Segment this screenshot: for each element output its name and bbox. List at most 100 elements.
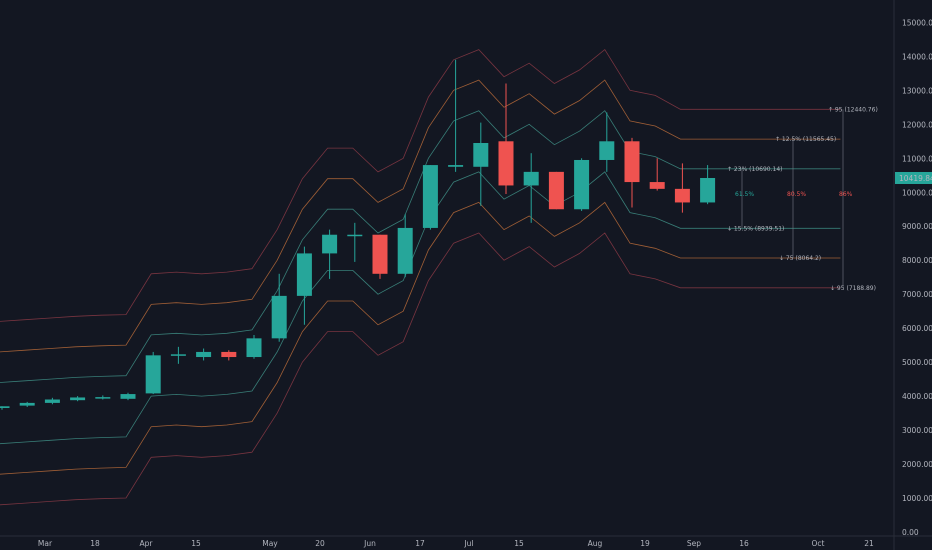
candle-body	[624, 141, 640, 183]
projection-label-upper-87-5: ↑ 12.5% (11565.45)	[775, 136, 836, 143]
projection-label-lower-87-5: ↓ 75 (8064.2)	[779, 255, 821, 262]
price-tick-label: 9000.00	[902, 222, 932, 231]
price-axis: 0.00 1000.00 2000.00 3000.00 4000.00 5000.00 6…	[893, 0, 932, 550]
time-tick-label: 20	[315, 539, 325, 548]
candle[interactable]	[19, 401, 35, 407]
band-lower-2	[0, 201, 841, 475]
time-axis: Mar 18 Apr 15 May 20 Jun 17 Jul 15 Aug 19 Sep 16 Oct 21	[0, 535, 932, 548]
candle[interactable]	[422, 165, 438, 230]
price-tick-label: 1000.00	[902, 494, 932, 503]
candle[interactable]	[0, 406, 10, 410]
candle-body	[422, 165, 438, 228]
time-tick-label: 15	[191, 539, 201, 548]
time-tick-label: Mar	[38, 539, 53, 548]
time-tick-label: May	[262, 539, 278, 548]
candle-body	[221, 351, 237, 358]
candle[interactable]	[574, 158, 590, 211]
band-lines	[0, 49, 841, 506]
candle-body	[145, 355, 161, 394]
candle[interactable]	[397, 214, 413, 278]
price-tick-label: 8000.00	[902, 256, 932, 265]
candle[interactable]	[145, 351, 161, 395]
band-upper-2	[0, 79, 841, 353]
candle-body	[170, 354, 186, 356]
candle[interactable]	[473, 122, 489, 206]
candle-body	[397, 227, 413, 274]
candle[interactable]	[649, 158, 665, 191]
probability-label-pct-86: 86%	[839, 191, 853, 198]
price-tick-label: 14000.00	[902, 52, 932, 61]
candle-body	[523, 171, 539, 186]
candle[interactable]	[120, 392, 136, 401]
time-tick-label: 15	[514, 539, 524, 548]
probability-label-pct-80-5: 80.5%	[787, 191, 806, 198]
price-tick-label: 13000.00	[902, 86, 932, 95]
band-upper-1	[0, 110, 841, 383]
candle-body	[296, 253, 312, 296]
projection-label-upper-77: ↑ 23% (10690.14)	[727, 166, 783, 173]
candle[interactable]	[296, 246, 312, 325]
candle[interactable]	[700, 165, 716, 205]
candle[interactable]	[70, 396, 86, 402]
candle[interactable]	[95, 395, 111, 400]
candle[interactable]	[372, 234, 388, 279]
price-tick-label: 15000.00	[902, 18, 932, 27]
price-tick-label: 10000.00	[902, 188, 932, 197]
candle[interactable]	[548, 171, 564, 210]
candle-body	[347, 234, 363, 237]
current-price-label: 10419.84	[899, 174, 932, 183]
candle[interactable]	[674, 163, 690, 213]
time-tick-label: 16	[739, 539, 749, 548]
projection-label-upper-95: ↑ 95 (12440.76)	[828, 106, 878, 113]
time-tick-label: 21	[864, 539, 874, 548]
time-tick-label: Oct	[812, 539, 825, 548]
price-tick-label: 11000.00	[902, 154, 932, 163]
band-upper-3	[0, 49, 841, 322]
candle[interactable]	[599, 112, 615, 172]
candle-body	[271, 295, 287, 339]
projection-annotations: ↑ 95 (12440.76) ↑ 12.5% (11565.45) ↑ 23% (…	[727, 106, 878, 291]
candle-body	[120, 394, 136, 399]
price-tick-label: 0.00	[902, 528, 919, 537]
price-tick-label: 5000.00	[902, 358, 932, 367]
time-tick-label: Apr	[140, 539, 154, 548]
candle[interactable]	[523, 153, 539, 223]
time-tick-label: Jul	[463, 539, 473, 548]
candle[interactable]	[170, 346, 186, 364]
candle[interactable]	[271, 273, 287, 342]
candle-body	[322, 234, 338, 254]
band-lower-3	[0, 232, 841, 506]
projection-label-lower-77: ↓ 15.5% (8939.51)	[727, 225, 784, 232]
price-tick-label: 2000.00	[902, 460, 932, 469]
candle[interactable]	[44, 397, 60, 405]
candle[interactable]	[246, 334, 262, 359]
time-tick-label: Sep	[687, 539, 701, 548]
projection-label-lower-95: ↓ 95 (7188.89)	[830, 285, 876, 292]
price-tick-label: 3000.00	[902, 426, 932, 435]
candle[interactable]	[448, 59, 464, 172]
candle[interactable]	[322, 229, 338, 279]
price-tick-label: 12000.00	[902, 120, 932, 129]
candle[interactable]	[624, 137, 640, 208]
candle-body	[19, 402, 35, 406]
candle-body	[649, 182, 665, 189]
candle-body	[448, 165, 464, 167]
candle-body	[473, 142, 489, 167]
candle-body	[548, 171, 564, 210]
candle[interactable]	[221, 350, 237, 361]
candle-body	[44, 399, 60, 403]
time-tick-label: 18	[90, 539, 100, 548]
candle[interactable]	[347, 222, 363, 262]
price-tick-label: 4000.00	[902, 392, 932, 401]
band-lower-1	[0, 171, 841, 445]
candle[interactable]	[196, 348, 212, 361]
candle[interactable]	[498, 83, 514, 194]
candle-body	[700, 177, 716, 203]
candle-body	[246, 338, 262, 358]
candle-body	[0, 406, 10, 408]
time-tick-label: 17	[415, 539, 425, 548]
candle-body	[70, 397, 86, 401]
time-tick-label: Aug	[588, 539, 603, 548]
